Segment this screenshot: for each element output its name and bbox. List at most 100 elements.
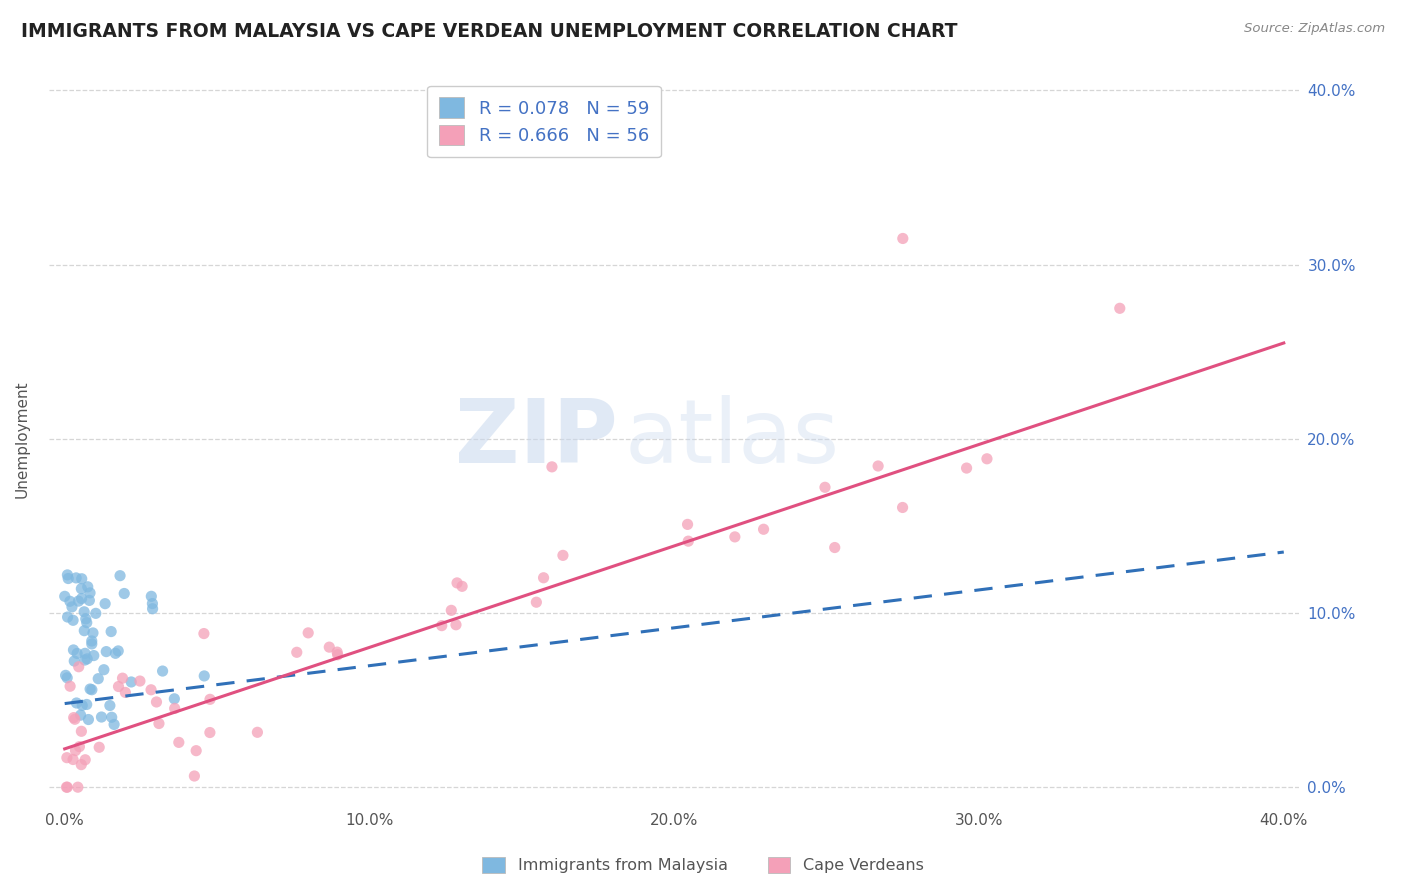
Point [79, 681, 101, 696]
Point [814, 480, 837, 494]
Legend: Immigrants from Malaysia, Cape Verdeans: Immigrants from Malaysia, Cape Verdeans [477, 850, 929, 880]
Point [129, 674, 152, 689]
Point [62, 613, 84, 627]
Point [297, 625, 319, 640]
Point [533, 571, 555, 585]
Point [148, 716, 170, 731]
Point [440, 603, 463, 617]
Point [246, 725, 269, 739]
Point [66, 780, 89, 794]
Point [66, 647, 89, 661]
Point [142, 601, 165, 615]
Point [108, 568, 131, 582]
Point [62, 710, 84, 724]
Point [891, 231, 914, 245]
Point [89, 740, 111, 755]
Point [82, 626, 104, 640]
Point [198, 692, 221, 706]
Point [104, 646, 127, 660]
Point [145, 695, 167, 709]
Point [111, 671, 134, 685]
Point [63, 654, 86, 668]
Point [285, 645, 308, 659]
Point [112, 586, 135, 600]
Point [55, 780, 77, 794]
Point [65, 571, 87, 585]
Point [114, 685, 136, 699]
Point [198, 725, 221, 739]
Point [318, 640, 340, 654]
Point [70, 572, 93, 586]
Point [80, 637, 103, 651]
Point [451, 579, 474, 593]
Text: Source: ZipAtlas.com: Source: ZipAtlas.com [1244, 22, 1385, 36]
Point [152, 664, 174, 678]
Point [724, 530, 747, 544]
Point [56, 750, 79, 764]
Point [73, 653, 96, 667]
Point [163, 701, 186, 715]
Point [80, 682, 103, 697]
Text: IMMIGRANTS FROM MALAYSIA VS CAPE VERDEAN UNEMPLOYMENT CORRELATION CHART: IMMIGRANTS FROM MALAYSIA VS CAPE VERDEAN… [21, 22, 957, 41]
Point [70, 724, 93, 739]
Point [56, 780, 79, 794]
Point [65, 696, 87, 710]
Point [56, 610, 79, 624]
Point [79, 586, 101, 600]
Point [868, 458, 890, 473]
Point [77, 713, 100, 727]
Point [73, 624, 96, 638]
Text: atlas: atlas [624, 395, 839, 483]
Point [107, 644, 129, 658]
Point [141, 590, 163, 604]
Point [60, 599, 83, 614]
Y-axis label: Unemployment: Unemployment [15, 380, 30, 498]
Point [976, 451, 998, 466]
Text: ZIP: ZIP [456, 395, 619, 483]
Point [752, 522, 775, 536]
Point [326, 645, 349, 659]
Point [326, 648, 349, 662]
Point [67, 594, 90, 608]
Point [58, 572, 80, 586]
Point [94, 597, 117, 611]
Point [103, 717, 125, 731]
Point [824, 541, 846, 555]
Point [120, 675, 142, 690]
Point [955, 461, 977, 475]
Point [678, 534, 700, 549]
Point [90, 710, 112, 724]
Point [76, 698, 98, 712]
Point [141, 597, 163, 611]
Legend: R = 0.078   N = 59, R = 0.666   N = 56: R = 0.078 N = 59, R = 0.666 N = 56 [427, 86, 661, 157]
Point [56, 568, 79, 582]
Point [1108, 301, 1130, 316]
Point [75, 612, 97, 626]
Point [53, 590, 76, 604]
Point [67, 739, 90, 754]
Point [70, 582, 93, 596]
Point [167, 735, 190, 749]
Point [430, 618, 453, 632]
Point [62, 643, 84, 657]
Point [551, 549, 574, 563]
Point [446, 575, 468, 590]
Point [70, 757, 93, 772]
Point [75, 753, 97, 767]
Point [891, 500, 914, 515]
Point [676, 517, 699, 532]
Point [70, 698, 93, 713]
Point [524, 595, 547, 609]
Point [63, 712, 86, 726]
Point [69, 708, 91, 723]
Point [186, 744, 208, 758]
Point [79, 593, 101, 607]
Point [139, 682, 162, 697]
Point [87, 672, 110, 686]
Point [76, 615, 98, 630]
Point [183, 769, 205, 783]
Point [59, 679, 82, 693]
Point [62, 752, 84, 766]
Point [73, 646, 96, 660]
Point [73, 605, 96, 619]
